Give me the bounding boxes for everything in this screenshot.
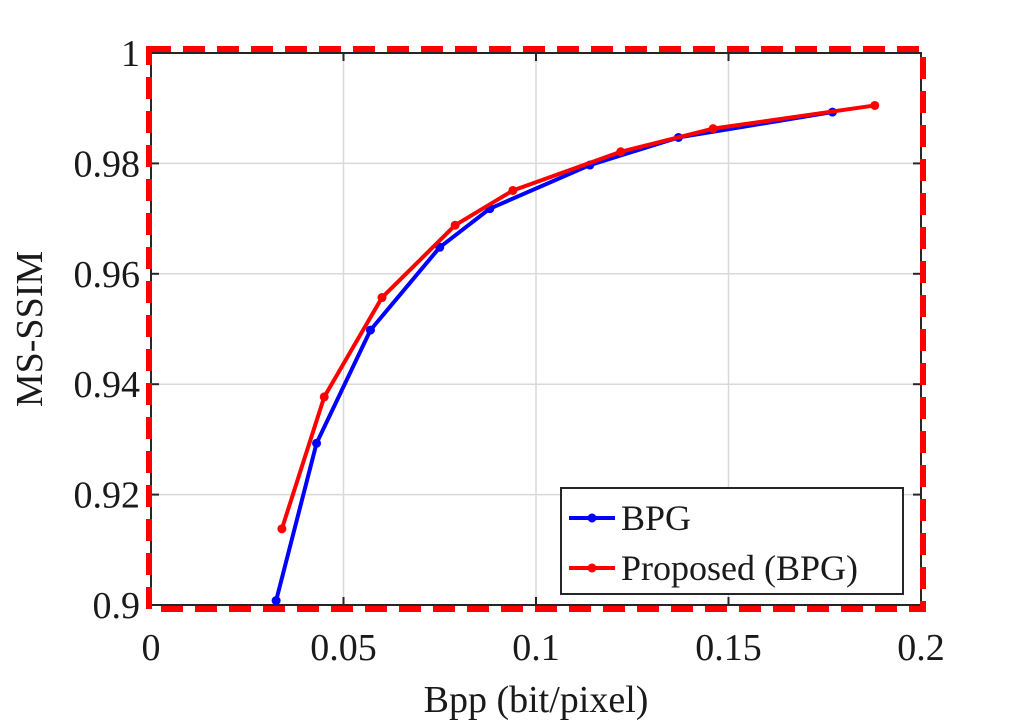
series-point: [312, 438, 322, 448]
legend-label: BPG: [621, 498, 691, 538]
axis-labels: 0 0.05 0.1 0.15 0.2 0.9 0.92 0.94 0.96 0.98 1 Bpp (…: [9, 33, 945, 721]
y-tick-label: 0.92: [74, 475, 141, 517]
grid: [151, 53, 921, 605]
y-axis-title: MS-SSIM: [9, 251, 51, 407]
series-point: [271, 596, 281, 606]
series-point: [277, 524, 287, 534]
series-point: [377, 293, 387, 303]
x-tick-label: 0.1: [512, 627, 560, 669]
y-tick-label: 0.94: [74, 364, 141, 406]
y-tick-label: 0.96: [74, 254, 141, 296]
y-tick-label: 0.9: [93, 585, 141, 627]
x-tick-label: 0.15: [695, 627, 762, 669]
legend: BPG Proposed (BPG): [560, 487, 904, 595]
y-tick-label: 0.98: [74, 143, 141, 185]
legend-label: Proposed (BPG): [621, 548, 858, 588]
series-point: [508, 185, 518, 195]
x-axis-title: Bpp (bit/pixel): [424, 679, 649, 721]
series-point: [708, 124, 718, 134]
legend-marker: [587, 563, 597, 573]
series-point: [450, 220, 460, 230]
series-point: [319, 392, 329, 402]
legend-box: [560, 487, 904, 595]
x-tick-label: 0.05: [310, 627, 377, 669]
series: [271, 100, 880, 606]
series-point: [365, 325, 375, 335]
x-tick-label: 0: [142, 627, 161, 669]
series-point: [870, 100, 880, 110]
series-line: [279, 103, 877, 531]
dashed-highlight-box: [146, 46, 926, 612]
y-tick-label: 1: [121, 33, 140, 75]
legend-marker: [587, 513, 597, 523]
series-proposed-bpg: [277, 100, 880, 534]
series-point: [616, 147, 626, 157]
x-tick-label: 0.2: [897, 627, 945, 669]
ticks: [150, 52, 922, 606]
